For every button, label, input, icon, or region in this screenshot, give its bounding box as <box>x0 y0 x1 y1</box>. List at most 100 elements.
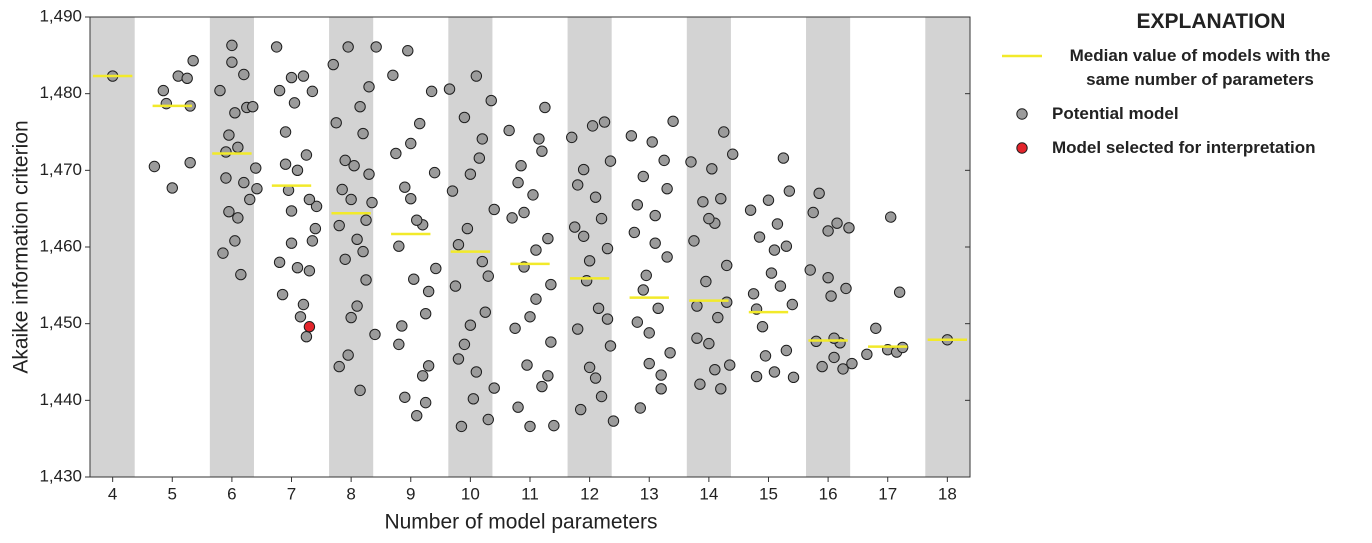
data-point <box>574 403 587 416</box>
data-point <box>411 214 423 226</box>
data-point <box>655 369 667 381</box>
data-point <box>750 370 763 383</box>
data-point <box>148 160 161 173</box>
data-point <box>592 302 605 315</box>
legend-swatch <box>1016 142 1028 154</box>
data-point <box>601 313 614 325</box>
x-tick-label: 17 <box>878 484 897 503</box>
data-point <box>345 311 357 324</box>
data-point <box>452 239 465 251</box>
data-point <box>631 199 644 211</box>
data-point <box>291 164 304 177</box>
data-point <box>816 360 828 373</box>
data-point <box>542 370 554 382</box>
band <box>209 17 254 477</box>
x-tick-label: 13 <box>640 484 659 503</box>
data-point <box>464 319 477 331</box>
data-point <box>422 285 435 298</box>
x-tick-label: 7 <box>287 484 296 503</box>
data-point <box>408 273 420 285</box>
data-point <box>366 196 378 209</box>
data-point <box>166 182 178 194</box>
data-point <box>310 200 323 213</box>
data-point <box>345 193 357 206</box>
data-point <box>780 240 793 252</box>
data-point <box>786 298 799 311</box>
data-point <box>297 70 310 82</box>
data-point <box>768 244 781 256</box>
data-point <box>822 225 834 237</box>
data-point <box>184 156 196 169</box>
data-point <box>837 363 849 375</box>
data-point <box>291 262 304 274</box>
data-point <box>357 127 369 140</box>
legend-circle <box>1016 142 1028 154</box>
data-point <box>637 284 649 296</box>
data-point <box>226 56 238 68</box>
data-point <box>452 353 465 365</box>
x-tick-label: 8 <box>346 484 355 503</box>
data-point <box>893 286 906 298</box>
data-point <box>226 39 238 52</box>
data-point <box>306 235 319 247</box>
data-point <box>488 203 500 216</box>
data-point <box>709 363 721 376</box>
data-point <box>768 366 781 378</box>
data-point <box>753 231 766 243</box>
data-point <box>428 166 441 179</box>
data-point <box>220 146 232 158</box>
band <box>806 17 851 477</box>
data-point <box>425 85 438 98</box>
data-point <box>870 322 882 334</box>
data-point <box>631 316 644 328</box>
data-point <box>643 327 655 339</box>
data-point <box>759 350 772 362</box>
data-point <box>339 154 351 167</box>
data-point <box>187 55 199 67</box>
band <box>686 17 731 477</box>
data-point <box>443 83 456 95</box>
data-point <box>214 84 226 97</box>
data-point <box>765 267 778 279</box>
data-point <box>351 300 363 312</box>
data-point <box>756 321 769 333</box>
data-point <box>232 212 244 224</box>
data-point <box>354 384 366 397</box>
data-point <box>539 101 551 114</box>
data-point <box>360 274 372 286</box>
data-point <box>625 130 638 142</box>
data-point <box>399 391 411 403</box>
data-point <box>843 222 855 234</box>
legend-item: Median value of models with the same num… <box>996 44 1366 92</box>
data-point <box>649 237 661 249</box>
data-point <box>577 230 590 242</box>
data-point <box>509 322 521 334</box>
data-point <box>643 357 655 370</box>
data-point <box>721 296 733 308</box>
legend-symbol <box>996 136 1052 156</box>
data-point <box>449 280 462 292</box>
data-point <box>530 293 542 305</box>
data-point <box>160 97 173 110</box>
data-point <box>276 288 289 301</box>
data-point <box>583 361 596 374</box>
data-point <box>251 183 263 195</box>
data-point <box>247 101 259 113</box>
data-point <box>354 101 366 113</box>
data-point <box>419 396 432 409</box>
data-point <box>661 183 673 195</box>
data-point <box>512 401 524 413</box>
data-point <box>360 214 372 226</box>
x-tick-label: 18 <box>938 484 957 503</box>
data-point <box>533 133 545 145</box>
data-point <box>846 357 858 370</box>
legend-item: Model selected for interpretation <box>996 136 1366 160</box>
data-point <box>545 278 557 291</box>
x-tick-label: 9 <box>406 484 415 503</box>
data-point <box>357 245 369 258</box>
data-point <box>595 390 608 403</box>
data-point <box>804 264 816 276</box>
data-point <box>536 145 548 157</box>
data-point <box>330 117 342 129</box>
data-point <box>273 84 286 97</box>
